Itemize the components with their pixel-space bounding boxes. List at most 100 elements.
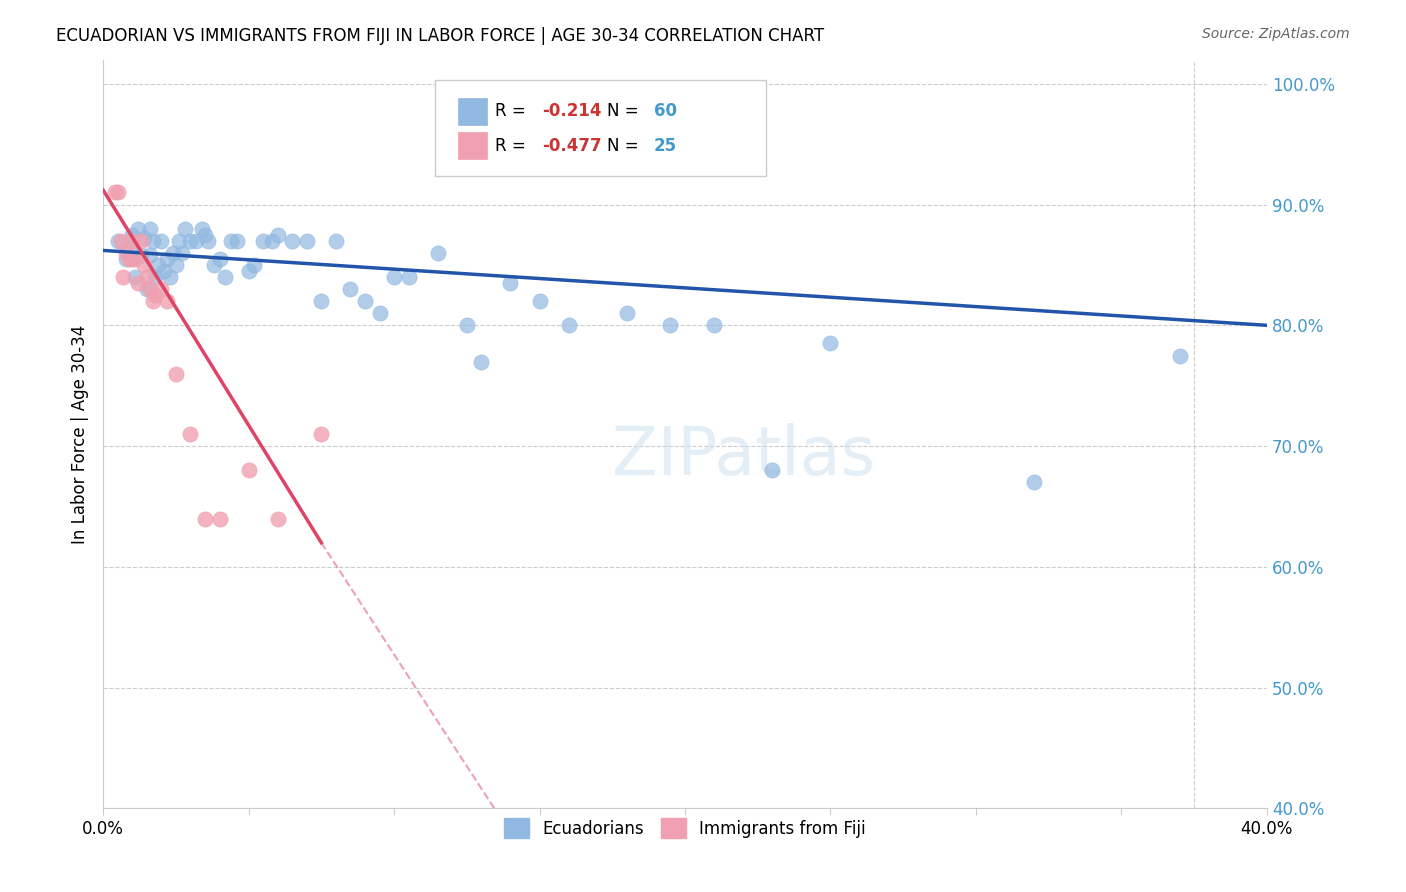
Point	[368, 306, 391, 320]
Point	[107, 186, 129, 200]
Text: -0.477: -0.477	[541, 136, 602, 154]
Point	[135, 270, 157, 285]
Point	[616, 306, 638, 320]
FancyBboxPatch shape	[458, 132, 486, 159]
Point	[145, 288, 167, 302]
Point	[186, 234, 208, 248]
Text: N =: N =	[607, 136, 644, 154]
Point	[170, 245, 193, 260]
Point	[121, 227, 143, 242]
Y-axis label: In Labor Force | Age 30-34: In Labor Force | Age 30-34	[72, 325, 89, 543]
Point	[135, 282, 157, 296]
Point	[138, 248, 160, 262]
Point	[107, 234, 129, 248]
Point	[156, 294, 179, 309]
Point	[118, 252, 141, 266]
Point	[456, 318, 478, 333]
Point	[295, 234, 318, 248]
Point	[194, 227, 217, 242]
Point	[557, 318, 579, 333]
Point	[267, 227, 290, 242]
Point	[145, 270, 167, 285]
Point	[202, 258, 225, 272]
Text: R =: R =	[495, 136, 531, 154]
FancyBboxPatch shape	[458, 98, 486, 125]
Point	[761, 463, 783, 477]
Text: R =: R =	[495, 103, 531, 120]
Point	[153, 264, 176, 278]
Point	[267, 511, 290, 525]
Point	[382, 270, 405, 285]
Point	[165, 258, 187, 272]
Point	[252, 234, 274, 248]
Point	[260, 234, 283, 248]
Point	[138, 221, 160, 235]
Point	[1024, 475, 1046, 490]
Text: ZIPatlas: ZIPatlas	[612, 424, 875, 490]
Point	[115, 245, 138, 260]
Legend: Ecuadorians, Immigrants from Fiji: Ecuadorians, Immigrants from Fiji	[498, 812, 873, 845]
Point	[703, 318, 725, 333]
Point	[159, 270, 181, 285]
Point	[138, 282, 160, 296]
Point	[191, 221, 214, 235]
Point	[142, 234, 165, 248]
FancyBboxPatch shape	[434, 79, 766, 176]
Point	[281, 234, 304, 248]
Point	[124, 252, 146, 266]
Point	[179, 234, 201, 248]
Point	[148, 258, 170, 272]
Text: ECUADORIAN VS IMMIGRANTS FROM FIJI IN LABOR FORCE | AGE 30-34 CORRELATION CHART: ECUADORIAN VS IMMIGRANTS FROM FIJI IN LA…	[56, 27, 824, 45]
Point	[110, 234, 132, 248]
Point	[354, 294, 377, 309]
Point	[129, 234, 152, 248]
Point	[194, 511, 217, 525]
Point	[156, 252, 179, 266]
Point	[325, 234, 347, 248]
Point	[238, 264, 260, 278]
Point	[165, 367, 187, 381]
Point	[129, 248, 152, 262]
Point	[208, 511, 231, 525]
Point	[311, 294, 333, 309]
Point	[238, 463, 260, 477]
Point	[499, 276, 522, 290]
Point	[121, 252, 143, 266]
Point	[150, 234, 173, 248]
Point	[1168, 349, 1191, 363]
Point	[179, 427, 201, 442]
Point	[150, 282, 173, 296]
Point	[118, 244, 141, 258]
Point	[398, 270, 420, 285]
Point	[197, 234, 219, 248]
Text: 60: 60	[654, 103, 676, 120]
Point	[243, 258, 266, 272]
Text: -0.214: -0.214	[541, 103, 602, 120]
Point	[112, 270, 135, 285]
Text: N =: N =	[607, 103, 644, 120]
Point	[214, 270, 236, 285]
Point	[820, 336, 842, 351]
Point	[127, 221, 149, 235]
Point	[162, 245, 184, 260]
Point	[132, 258, 155, 272]
Point	[470, 354, 492, 368]
Point	[311, 427, 333, 442]
Point	[173, 221, 195, 235]
Point	[659, 318, 682, 333]
Point	[529, 294, 551, 309]
Point	[426, 245, 449, 260]
Point	[104, 186, 127, 200]
Point	[121, 234, 143, 248]
Point	[339, 282, 361, 296]
Text: 25: 25	[654, 136, 676, 154]
Point	[115, 252, 138, 266]
Point	[208, 252, 231, 266]
Point	[226, 234, 249, 248]
Text: Source: ZipAtlas.com: Source: ZipAtlas.com	[1202, 27, 1350, 41]
Point	[132, 231, 155, 245]
Point	[124, 270, 146, 285]
Point	[127, 276, 149, 290]
Point	[167, 234, 190, 248]
Point	[142, 294, 165, 309]
